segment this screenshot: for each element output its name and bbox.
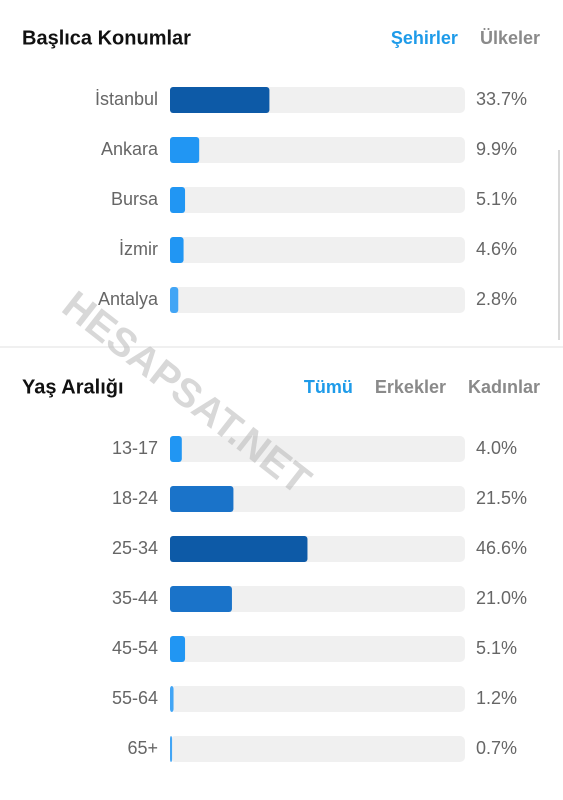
value-label: 4.6%: [476, 239, 517, 259]
bar-track: [170, 636, 465, 662]
bar: [170, 586, 232, 612]
bar-track: [170, 237, 465, 263]
bar-track: [170, 586, 465, 612]
row-label: 35-44: [112, 588, 158, 608]
row-label: İstanbul: [95, 89, 158, 109]
value-label: 1.2%: [476, 688, 517, 708]
bar: [170, 87, 270, 113]
value-label: 46.6%: [476, 538, 527, 558]
bar: [170, 636, 186, 662]
bar-track: [170, 137, 465, 163]
row-label: 18-24: [112, 488, 158, 508]
bar: [170, 686, 174, 712]
value-label: 21.5%: [476, 488, 527, 508]
tab[interactable]: Erkekler: [375, 377, 446, 397]
bar-track: [170, 436, 465, 462]
bar: [170, 287, 179, 313]
row-label: 25-34: [112, 538, 158, 558]
value-label: 0.7%: [476, 738, 517, 758]
tab[interactable]: Şehirler: [391, 28, 458, 48]
bar: [170, 237, 184, 263]
tab[interactable]: Kadınlar: [468, 377, 540, 397]
bar-track: [170, 486, 465, 512]
row-label: 65+: [127, 738, 158, 758]
bar: [170, 486, 234, 512]
value-label: 2.8%: [476, 289, 517, 309]
tab[interactable]: Tümü: [304, 377, 353, 397]
bar: [170, 736, 173, 762]
value-label: 9.9%: [476, 139, 517, 159]
row-label: Ankara: [101, 139, 159, 159]
value-label: 5.1%: [476, 638, 517, 658]
bar-track: [170, 187, 465, 213]
bar: [170, 187, 186, 213]
row-label: Antalya: [98, 289, 159, 309]
bar: [170, 436, 182, 462]
bar-track: [170, 287, 465, 313]
value-label: 5.1%: [476, 189, 517, 209]
value-label: 33.7%: [476, 89, 527, 109]
row-label: 55-64: [112, 688, 158, 708]
section-title: Başlıca Konumlar: [22, 27, 191, 49]
row-label: 13-17: [112, 438, 158, 458]
bar: [170, 536, 308, 562]
row-label: 45-54: [112, 638, 158, 658]
value-label: 21.0%: [476, 588, 527, 608]
bar-track: [170, 736, 465, 762]
bar-track: [170, 686, 465, 712]
row-label: İzmir: [119, 239, 158, 259]
value-label: 4.0%: [476, 438, 517, 458]
row-label: Bursa: [111, 189, 159, 209]
bar: [170, 137, 200, 163]
tab[interactable]: Ülkeler: [480, 28, 540, 48]
section-title: Yaş Aralığı: [22, 376, 124, 398]
